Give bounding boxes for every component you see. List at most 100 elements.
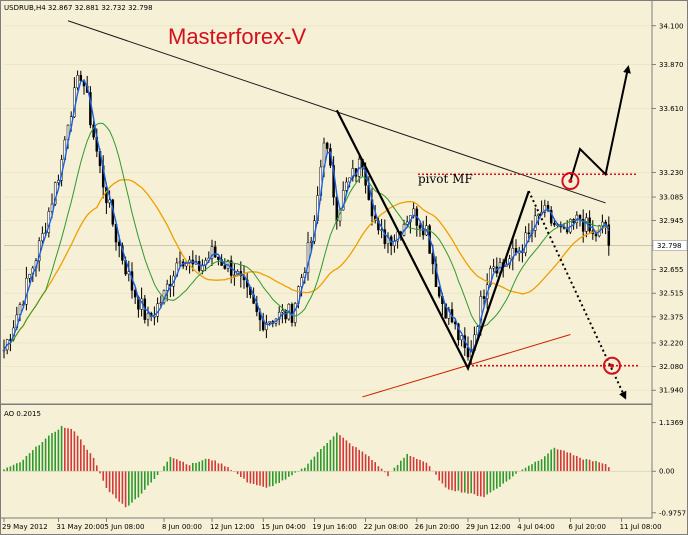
y-tick-label-3: 33.230 [659,169,684,177]
ao-tick-label-0: 1.1369 [659,419,684,427]
candle-body [588,217,591,232]
x-tick-label-0: 29 May 2012 [2,523,48,531]
x-tick-label-3: 8 Jun 00:00 [162,523,202,531]
candle-body [284,310,287,320]
candle-body [41,233,44,242]
candle-body [345,181,348,191]
pivot-label: pivot MF [418,172,473,186]
candle-body [549,210,553,224]
ao-label: AO 0.2015 [4,410,41,418]
current-price-tag [652,240,688,251]
y-tick-label-1: 33.870 [659,61,684,69]
candle-body [178,261,182,264]
y-tick-label-4: 33.085 [659,194,684,202]
ao-plot [3,425,651,508]
candle-body [28,273,31,279]
candle-body [479,296,483,327]
x-tick-label-9: 29 Jun 12:00 [466,523,510,531]
candle-body [309,240,313,243]
candle-body [268,321,271,324]
candle-body [383,229,387,245]
price-y-axis: 34.100 33.870 33.610 33.230 33.085 32.945 32.7… [652,22,688,395]
candle-body [412,208,415,216]
y-tick-label-0: 34.100 [659,22,684,30]
candle-body [405,221,409,225]
x-tick-label-1: 31 May 20:00 [56,523,104,531]
candle-body [543,205,547,213]
y-tick-label-8: 32.515 [659,290,684,298]
candle-body [482,296,486,299]
candle-body [117,241,121,247]
pattern-zigzag [335,109,530,372]
ao-panel-frame [0,404,653,519]
candle-body [146,313,150,320]
candle-body [210,246,214,259]
candle-body [281,310,284,313]
ao-tick-label-2: -0.9757 [659,509,686,517]
candle-body [76,75,79,89]
candle-body [431,253,435,265]
x-tick-label-2: 5 Jun 08:00 [104,523,144,531]
target-circle-dot-0 [568,179,573,184]
candle-body [553,222,556,226]
target-circle-1 [603,356,621,375]
x-tick-label-5: 15 Jun 04:00 [261,523,305,531]
ma-slow-line [3,179,609,351]
target-circle-0 [561,172,580,191]
ma-fast-line [3,79,610,354]
candle-body [213,246,217,258]
candle-body [457,323,460,341]
candle-body [325,142,329,149]
candle-body [306,242,310,273]
ao-tick-label-1: 0.00 [659,468,675,476]
candle-body [133,290,137,298]
y-tick-label-9: 32.375 [659,313,684,321]
forecast-up-arrow [569,65,631,182]
target-circle-dot-1 [610,363,614,368]
candle-body [527,232,531,235]
x-tick-label-8: 26 Jun 20:00 [415,523,459,531]
symbol-info: USDRUB,H4 32.867 32.881 32.732 32.798 [4,4,153,12]
x-tick-label-11: 6 Jul 20:00 [568,523,606,531]
x-tick-label-7: 22 Jun 08:00 [364,523,408,531]
candle-body [233,274,236,277]
candle-body [300,277,303,288]
y-tick-label-7: 32.655 [659,266,684,274]
x-tick-label-4: 12 Jun 12:00 [210,523,254,531]
candle-body [159,302,163,305]
x-tick-label-12: 11 Jul 08:00 [620,523,662,531]
y-tick-label-2: 33.610 [659,105,684,113]
candle-body [217,256,220,260]
candle-body [92,124,95,138]
candle-body [460,335,463,341]
ao-y-axis: 1.1369 0.00 -0.9757 [652,419,686,517]
candle-body [607,224,611,246]
y-tick-label-10: 32.220 [659,339,684,347]
candle-body [437,286,441,297]
candle-body [79,75,83,81]
candle-body [601,221,604,226]
brand-title: Masterforex-V [168,24,306,49]
y-tick-label-12: 31.940 [659,387,684,395]
candle-body [223,265,227,269]
time-x-axis: 29 May 2012 31 May 20:00 5 Jun 08:00 8 Jun … [2,518,662,531]
candle-body [165,283,169,291]
x-tick-label-10: 4 Jul 04:00 [517,523,555,531]
candle-body [581,219,585,232]
x-tick-label-6: 19 Jun 16:00 [312,523,356,531]
candle-body [153,315,156,318]
candle-body [188,259,191,263]
candle-body [53,182,57,205]
y-tick-label-11: 32.080 [659,363,684,371]
candle-body [57,180,60,183]
y-tick-label-5: 32.945 [659,217,684,225]
candle-body [418,225,422,229]
candle-body [265,322,268,331]
ma-mid-line [3,122,609,351]
candle-body [492,266,495,269]
analysis-markup [67,20,638,400]
current-price-value: 32.798 [657,242,682,250]
candle-body [293,303,297,323]
